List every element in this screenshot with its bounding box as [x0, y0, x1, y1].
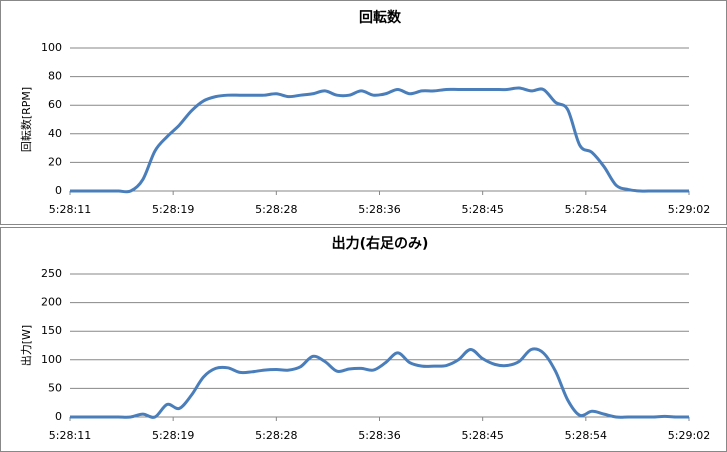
y-tick-label: 200: [41, 296, 62, 309]
chart-title: 回転数: [359, 9, 402, 26]
x-tick-label: 5:28:11: [49, 203, 91, 216]
y-tick-label: 0: [55, 184, 62, 197]
x-tick-label: 5:28:19: [152, 203, 194, 216]
x-tick-label: 5:28:11: [49, 429, 91, 442]
y-tick-label: 80: [48, 70, 62, 83]
x-tick-label: 5:28:54: [565, 429, 607, 442]
y-tick-label: 60: [48, 98, 62, 111]
data-line: [70, 86, 689, 194]
x-tick-label: 5:28:54: [565, 203, 607, 216]
y-tick-label: 100: [41, 353, 62, 366]
y-tick-label: 50: [48, 381, 62, 394]
x-tick-label: 5:28:36: [358, 203, 400, 216]
x-tick-label: 5:28:19: [152, 429, 194, 442]
y-tick-label: 20: [48, 155, 62, 168]
x-tick-label: 5:29:02: [668, 203, 710, 216]
y-axis-label: 回転数[RPM]: [20, 87, 33, 152]
chart-title: 出力(右足のみ): [332, 235, 429, 252]
y-tick-label: 250: [41, 267, 62, 280]
y-tick-label: 150: [41, 324, 62, 337]
x-tick-label: 5:29:02: [668, 429, 710, 442]
y-tick-label: 100: [41, 41, 62, 54]
y-tick-label: 40: [48, 127, 62, 140]
x-tick-label: 5:28:28: [255, 203, 297, 216]
data-line: [69, 347, 690, 419]
panel: [0, 0, 727, 225]
y-axis-label: 出力[W]: [19, 325, 33, 366]
x-tick-label: 5:28:45: [461, 429, 503, 442]
x-tick-label: 5:28:36: [358, 429, 400, 442]
y-tick-label: 0: [55, 410, 62, 423]
x-tick-label: 5:28:28: [255, 429, 297, 442]
x-tick-label: 5:28:45: [461, 203, 503, 216]
